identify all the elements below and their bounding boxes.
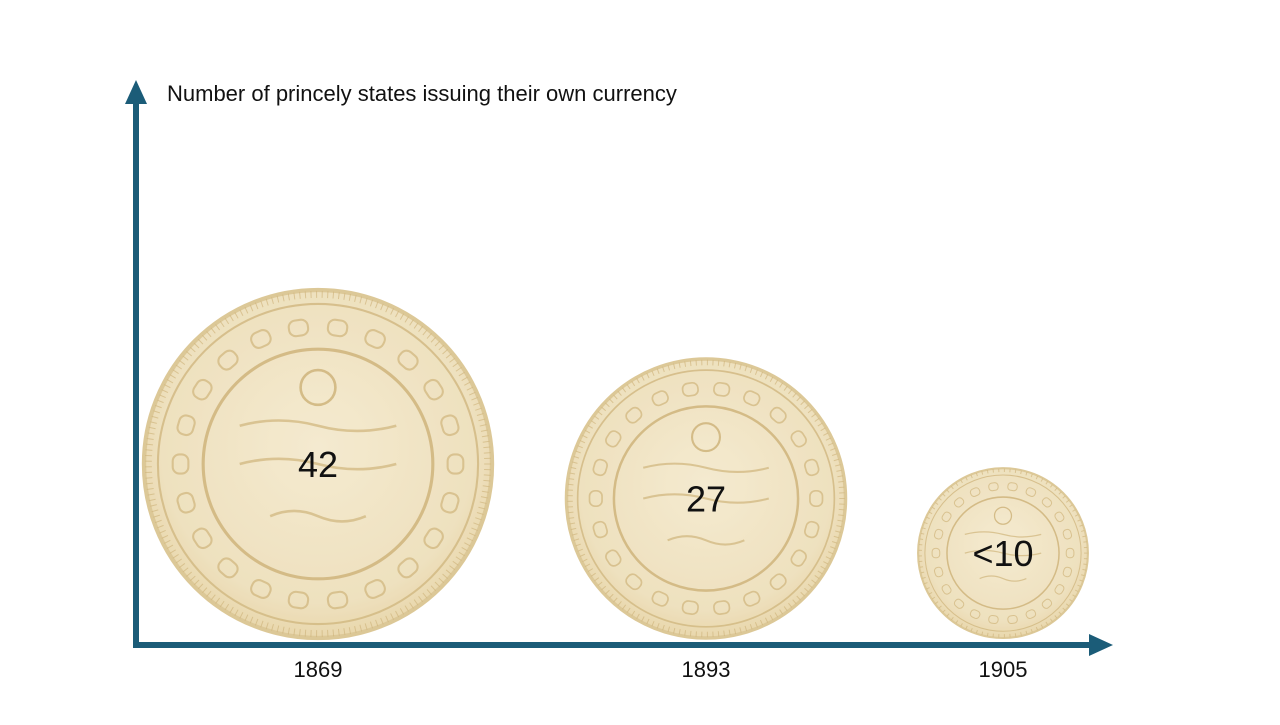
y-axis-arrow-icon <box>125 80 147 104</box>
x-tick-label: 1905 <box>979 657 1028 682</box>
value-label: <10 <box>972 533 1033 574</box>
x-tick-label: 1893 <box>682 657 731 682</box>
y-axis-label: Number of princely states issuing their … <box>167 81 677 106</box>
coin-marks <box>144 290 1088 638</box>
x-tick-label: 1869 <box>294 657 343 682</box>
value-label: 42 <box>298 444 338 485</box>
value-label: 27 <box>686 478 726 519</box>
x-axis-arrow-icon <box>1089 634 1113 656</box>
x-tick-labels: 1869 1893 1905 <box>294 657 1028 682</box>
